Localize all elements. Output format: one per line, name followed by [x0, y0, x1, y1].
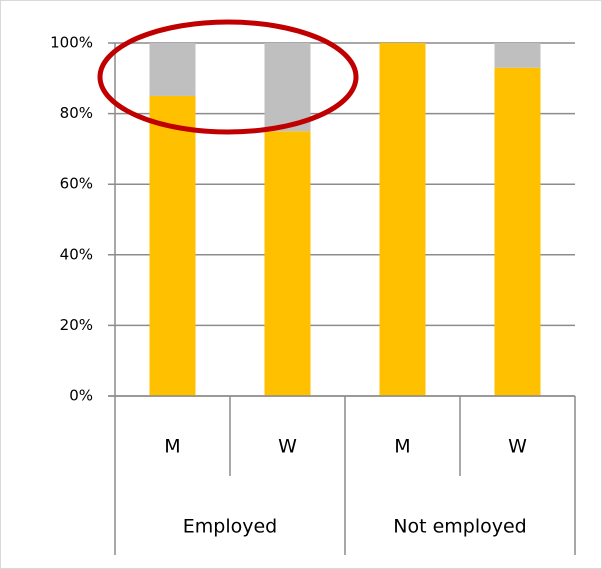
- y-tick-label: 0%: [69, 387, 93, 405]
- y-tick-label: 100%: [50, 34, 93, 52]
- x-tick-label: W: [278, 436, 297, 458]
- group-label: Not employed: [393, 516, 526, 538]
- bar-segment: [149, 43, 196, 96]
- x-tick-label: M: [164, 436, 180, 458]
- bar-segment: [264, 43, 311, 132]
- bar-segment: [494, 67, 541, 397]
- y-tick-label: 60%: [60, 175, 93, 193]
- bar-segment: [494, 43, 541, 68]
- x-tick-label: M: [394, 436, 410, 458]
- y-tick-label: 40%: [60, 245, 93, 263]
- bar-segment: [264, 131, 311, 396]
- highlight-ellipse: [97, 19, 359, 135]
- group-label: Employed: [183, 516, 277, 538]
- bar-segment: [379, 43, 426, 396]
- y-tick-label: 20%: [60, 316, 93, 334]
- bar-segment: [149, 95, 196, 396]
- y-tick-label: 80%: [60, 104, 93, 122]
- x-tick-label: W: [508, 436, 527, 458]
